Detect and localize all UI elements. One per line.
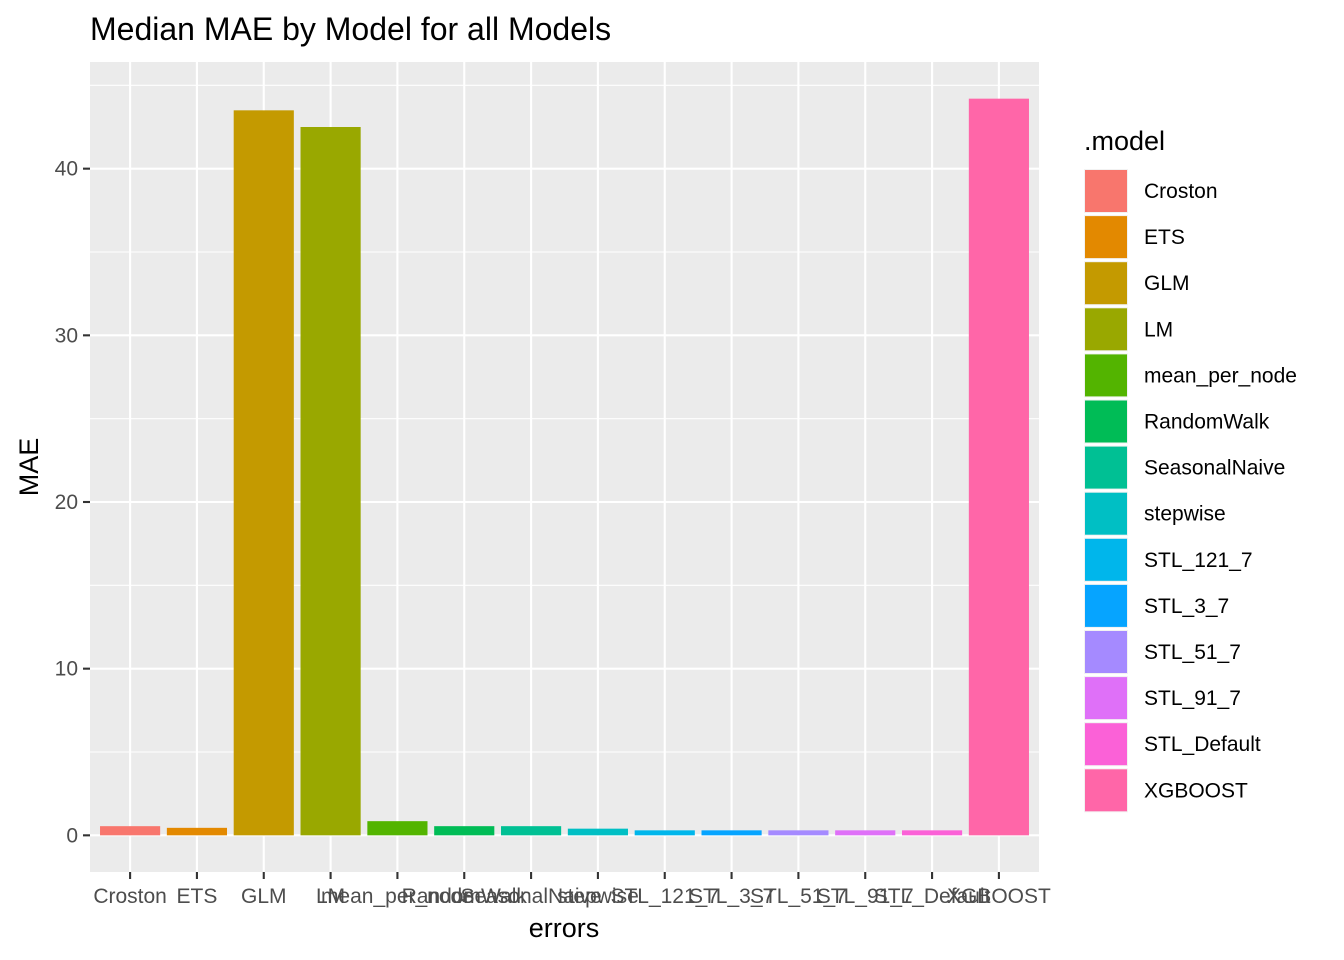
legend-key: [1085, 308, 1127, 351]
y-axis-title: MAE: [14, 438, 44, 497]
legend-label: STL_121_7: [1144, 549, 1253, 572]
bar-RandomWalk: [434, 826, 495, 836]
plot-background: [90, 62, 1039, 872]
x-tick-label: ETS: [177, 885, 218, 908]
legend-key: [1085, 538, 1127, 581]
x-tick-label: STL_121_7: [610, 885, 719, 908]
bar-stepwise: [567, 828, 628, 836]
legend-key: [1085, 677, 1127, 720]
legend-label: SeasonalNaive: [1144, 457, 1285, 480]
legend-title: .model: [1084, 126, 1165, 156]
legend-key: [1085, 262, 1127, 305]
y-tick-label: 10: [55, 658, 78, 681]
x-tick-label: Croston: [93, 885, 167, 908]
bars: [100, 98, 1029, 836]
bar-mean_per_node: [367, 821, 428, 836]
legend-key: [1085, 170, 1127, 212]
bar-ETS: [166, 827, 228, 836]
x-tick-label: STL_3_7: [689, 885, 774, 908]
legend-key: [1085, 769, 1127, 812]
legend-key: [1085, 354, 1127, 397]
legend-label: ETS: [1144, 226, 1185, 249]
legend-label: STL_3_7: [1144, 595, 1229, 618]
legend-label: stepwise: [1144, 503, 1226, 526]
legend-key: [1085, 631, 1127, 673]
x-tick-label: SeasonalNaive: [460, 885, 601, 908]
x-tick-label: mean_per_node: [321, 885, 474, 908]
x-tick-label: GLM: [241, 885, 287, 908]
x-tick-label: STL_91_7: [817, 885, 914, 908]
legend-label: STL_91_7: [1144, 687, 1241, 710]
legend-label: Croston: [1144, 180, 1218, 203]
legend-label: STL_51_7: [1144, 641, 1241, 664]
bar-XGBOOST: [968, 98, 1029, 836]
legend-key: [1085, 723, 1127, 766]
x-axis: Croston ETS GLM LMmean_per_nodeRandomWalkSe…: [93, 872, 1051, 908]
x-axis-title: errors: [529, 913, 600, 943]
bar-GLM: [233, 110, 294, 836]
bar-STL_Default: [901, 830, 963, 836]
legend-key: [1085, 584, 1127, 627]
legend-label: STL_Default: [1144, 733, 1261, 756]
legend-key: [1085, 492, 1127, 535]
x-tick-label: LM: [316, 885, 345, 908]
x-tick-label: STL_Default: [874, 885, 991, 908]
legend-key: [1085, 400, 1127, 443]
legend-label: LM: [1144, 318, 1173, 341]
chart-title: Median MAE by Model for all Models: [90, 11, 611, 47]
y-tick-label: 0: [66, 824, 78, 847]
bar-STL_3_7: [701, 830, 762, 836]
legend-items: Croston ETS GLM LM mean_per_node RandomWalk Se…: [1084, 169, 1297, 813]
bar-Croston: [100, 826, 161, 836]
y-axis: 0 10 20 30 40: [55, 158, 90, 847]
legend-label: mean_per_node: [1144, 364, 1297, 387]
legend-key: [1085, 216, 1127, 259]
y-tick-label: 20: [55, 491, 78, 514]
x-tick-label: STL_51_7: [750, 885, 847, 908]
legend: .model Croston ETS GLM LM mean_per_node Rando…: [1084, 126, 1297, 813]
legend-label: XGBOOST: [1144, 779, 1248, 802]
bar-LM: [300, 127, 361, 836]
x-tick-label: RandomWalk: [402, 885, 528, 908]
y-tick-label: 40: [55, 158, 78, 181]
legend-key: [1085, 446, 1127, 489]
legend-label: GLM: [1144, 272, 1190, 295]
bar-STL_51_7: [768, 830, 829, 836]
legend-label: RandomWalk: [1144, 411, 1270, 434]
y-tick-label: 30: [55, 324, 78, 347]
bar-STL_121_7: [634, 830, 695, 836]
x-tick-label: stepwise: [557, 885, 639, 908]
x-tick-label: XGBOOST: [947, 885, 1051, 908]
bar-STL_91_7: [835, 830, 896, 836]
bar-SeasonalNaive: [501, 826, 562, 836]
